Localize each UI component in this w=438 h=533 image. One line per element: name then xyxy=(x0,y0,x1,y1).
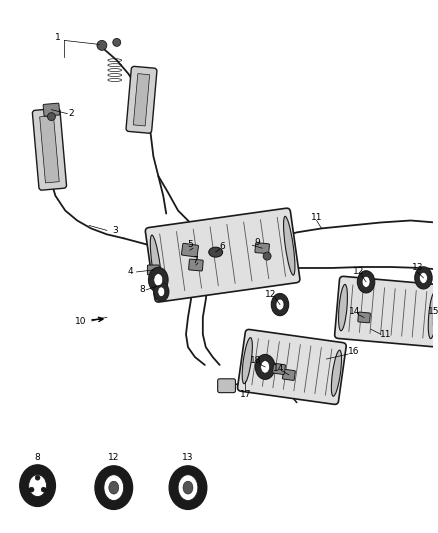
Text: 3: 3 xyxy=(112,226,118,235)
FancyBboxPatch shape xyxy=(358,312,371,323)
Bar xyxy=(133,74,150,126)
Ellipse shape xyxy=(113,38,121,46)
Ellipse shape xyxy=(154,273,163,286)
Text: 12: 12 xyxy=(265,290,277,299)
Ellipse shape xyxy=(271,294,289,316)
Ellipse shape xyxy=(150,235,162,294)
Ellipse shape xyxy=(261,361,270,373)
Ellipse shape xyxy=(104,475,124,500)
Ellipse shape xyxy=(332,350,342,396)
FancyBboxPatch shape xyxy=(145,208,300,302)
FancyBboxPatch shape xyxy=(181,244,198,257)
Text: 13: 13 xyxy=(182,454,194,463)
FancyBboxPatch shape xyxy=(189,259,203,271)
Ellipse shape xyxy=(420,272,427,284)
Text: 12: 12 xyxy=(353,268,364,277)
Text: 16: 16 xyxy=(349,346,360,356)
FancyBboxPatch shape xyxy=(283,369,295,381)
Text: 4: 4 xyxy=(128,268,134,277)
Ellipse shape xyxy=(183,481,193,494)
Ellipse shape xyxy=(428,292,437,338)
Text: 2: 2 xyxy=(68,109,74,118)
Ellipse shape xyxy=(97,41,107,50)
Ellipse shape xyxy=(209,247,223,257)
Ellipse shape xyxy=(29,475,46,497)
Text: 11: 11 xyxy=(380,330,392,339)
Ellipse shape xyxy=(357,271,375,293)
Text: 6: 6 xyxy=(220,242,226,251)
Text: 8: 8 xyxy=(140,285,145,294)
Ellipse shape xyxy=(255,354,275,379)
Ellipse shape xyxy=(178,475,198,500)
FancyBboxPatch shape xyxy=(335,276,438,346)
FancyBboxPatch shape xyxy=(126,67,157,133)
Ellipse shape xyxy=(47,112,55,120)
Text: 17: 17 xyxy=(240,390,251,399)
Bar xyxy=(40,116,59,183)
FancyBboxPatch shape xyxy=(43,103,60,116)
Text: 15: 15 xyxy=(427,307,438,316)
FancyBboxPatch shape xyxy=(218,379,236,393)
FancyBboxPatch shape xyxy=(255,243,269,254)
Ellipse shape xyxy=(29,487,34,492)
Ellipse shape xyxy=(154,282,169,302)
Ellipse shape xyxy=(276,299,284,310)
FancyBboxPatch shape xyxy=(237,329,346,405)
Ellipse shape xyxy=(41,487,46,492)
Text: 8: 8 xyxy=(35,454,40,463)
Ellipse shape xyxy=(362,276,370,287)
Ellipse shape xyxy=(109,481,119,494)
Text: 1: 1 xyxy=(54,33,60,42)
Text: 7: 7 xyxy=(192,255,198,264)
Text: 5: 5 xyxy=(187,240,193,249)
FancyBboxPatch shape xyxy=(433,313,438,327)
Ellipse shape xyxy=(415,267,432,289)
Ellipse shape xyxy=(263,252,271,260)
Text: 10: 10 xyxy=(75,317,87,326)
Ellipse shape xyxy=(35,475,40,480)
Text: 18: 18 xyxy=(250,357,261,366)
Ellipse shape xyxy=(339,285,347,331)
Text: 9: 9 xyxy=(254,238,260,247)
Text: 11: 11 xyxy=(311,213,322,222)
Ellipse shape xyxy=(95,466,133,510)
FancyBboxPatch shape xyxy=(272,364,286,375)
Ellipse shape xyxy=(283,216,295,275)
FancyBboxPatch shape xyxy=(148,265,159,275)
Text: 14: 14 xyxy=(349,307,360,316)
Text: 14: 14 xyxy=(273,365,285,374)
Text: 12: 12 xyxy=(108,454,120,463)
Ellipse shape xyxy=(158,287,165,296)
Text: 13: 13 xyxy=(412,263,423,272)
Ellipse shape xyxy=(242,337,252,384)
Ellipse shape xyxy=(148,268,168,292)
Ellipse shape xyxy=(20,465,55,506)
FancyBboxPatch shape xyxy=(32,108,67,190)
Ellipse shape xyxy=(169,466,207,510)
